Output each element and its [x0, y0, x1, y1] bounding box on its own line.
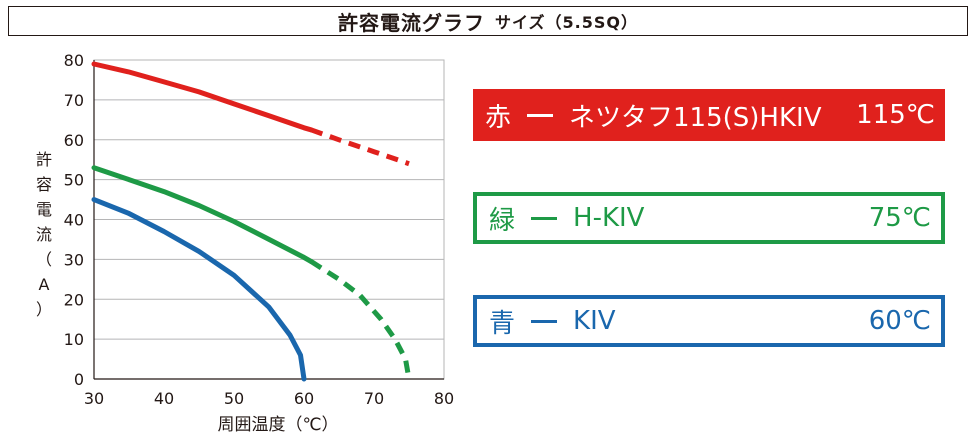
legend-temp: 115℃ [856, 100, 935, 130]
series-dashed-line-1 [309, 259, 412, 380]
series-dashed-line-0 [310, 127, 410, 167]
x-tick-label: 50 [224, 389, 244, 408]
x-tick-label: 60 [294, 389, 314, 408]
tick-labels: 0 10 20 30 40 50 60 70 80 30 40 50 60 70 80 [64, 51, 455, 408]
series-line-2 [91, 197, 307, 382]
y-tick-label: 40 [64, 211, 84, 230]
chart-title-box: 許容電流グラフ サイズ（5.5SQ） [8, 6, 968, 36]
axes [93, 59, 445, 380]
legend-color-name: 緑 [489, 205, 516, 236]
dash-icon [531, 319, 558, 323]
chart-title: 許容電流グラフ [338, 10, 485, 35]
dash-icon [531, 216, 558, 220]
x-tick-label: 40 [154, 389, 174, 408]
y-axis-label-text: 許容電流（ A） [36, 150, 52, 319]
x-axis-label: 周囲温度（℃） [217, 415, 338, 435]
legend-temp: 75℃ [868, 203, 931, 233]
legend-item-green: 緑 H-KIV 75℃ [473, 192, 945, 244]
x-tick-label: 70 [364, 389, 384, 408]
legend-product: KIV [573, 306, 616, 336]
legend-color-name: 赤 [485, 102, 512, 133]
y-tick-label: 70 [64, 91, 84, 110]
legend-product: ネツタフ115(S)HKIV [569, 102, 822, 133]
y-tick-label: 80 [64, 51, 84, 70]
legend-temp: 60℃ [868, 306, 931, 336]
y-tick-label: 10 [64, 330, 84, 349]
x-tick-label: 80 [434, 389, 454, 408]
chart-subtitle: サイズ（5.5SQ） [495, 13, 638, 32]
y-tick-label: 60 [64, 131, 84, 150]
series-line-1 [91, 165, 314, 264]
y-axis-label: 許容電流（ A） [36, 150, 52, 319]
dash-icon [527, 113, 554, 117]
legend-item-blue: 青 KIV 60℃ [473, 295, 945, 347]
grid-lines [94, 59, 444, 380]
legend-color-name: 青 [489, 308, 516, 339]
y-tick-label: 30 [64, 250, 84, 269]
y-tick-label: 0 [74, 370, 84, 389]
legend-product: H-KIV [573, 203, 645, 233]
y-tick-label: 20 [64, 290, 84, 309]
y-tick-label: 50 [64, 171, 84, 190]
series-line-0 [91, 61, 314, 133]
legend-item-red: 赤 ネツタフ115(S)HKIV 115℃ [473, 89, 945, 141]
series-lines [91, 61, 412, 382]
x-tick-label: 30 [84, 389, 104, 408]
